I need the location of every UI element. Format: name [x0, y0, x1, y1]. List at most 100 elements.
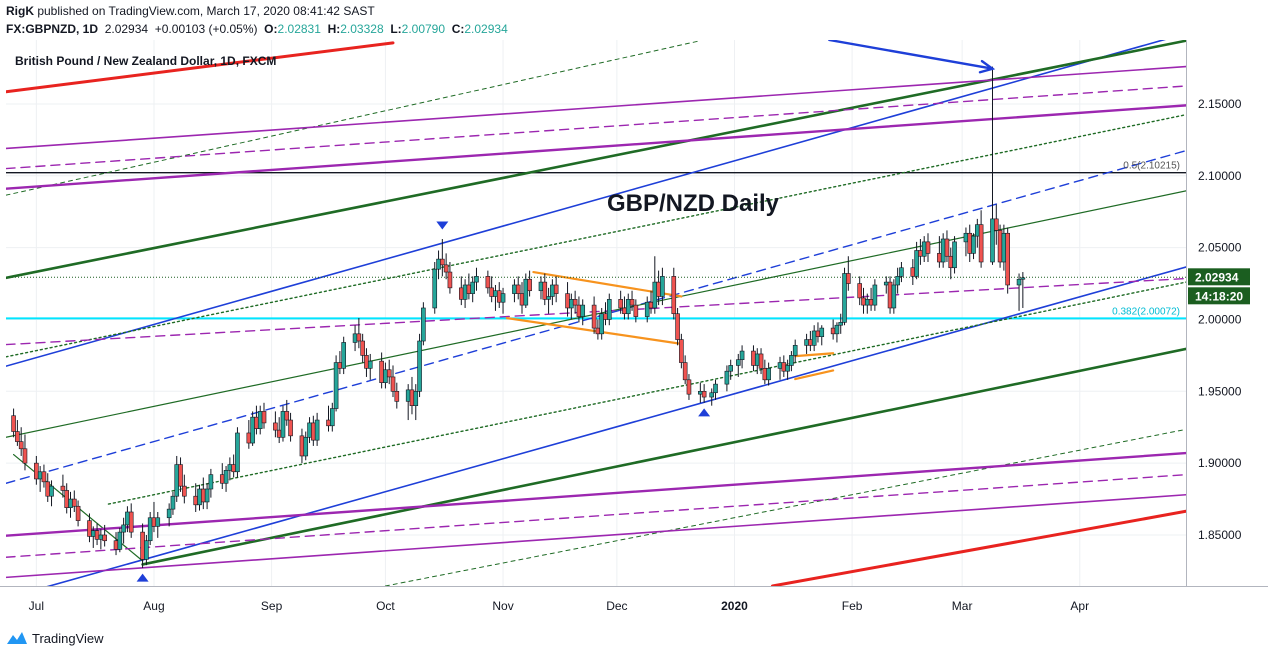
candle-up	[1001, 232, 1007, 263]
candle-down	[918, 250, 923, 257]
candle-up	[227, 464, 233, 471]
candle-down	[64, 490, 70, 508]
candle-up	[891, 284, 897, 309]
candle-down	[595, 327, 601, 335]
candle-down	[686, 379, 692, 395]
candle-up	[792, 345, 798, 356]
candle-down	[910, 267, 916, 277]
chart-title: British Pound / New Zealand Dollar, 1D, …	[15, 54, 276, 68]
purple-trend-line	[6, 85, 1186, 170]
close-value: 2.02934	[464, 22, 508, 36]
candle-down	[815, 330, 821, 338]
green-trend-line	[384, 428, 1186, 586]
candle-up	[914, 250, 919, 277]
candle-up	[432, 268, 438, 309]
candle-down	[102, 534, 107, 542]
candle-down	[758, 353, 764, 369]
candle-down	[830, 327, 836, 335]
candle-up	[660, 276, 665, 297]
green-trend-line	[107, 281, 1186, 505]
candle-down	[553, 284, 559, 294]
candle-up	[250, 416, 255, 444]
candle-up	[147, 517, 153, 542]
candle-up	[436, 258, 441, 270]
price-tick-label: 1.95000	[1198, 384, 1242, 398]
candle-up	[307, 422, 312, 438]
open-label: O:	[264, 22, 278, 36]
candle-up	[37, 471, 43, 480]
candle-up	[842, 273, 847, 323]
tradingview-brand[interactable]: TradingView	[32, 631, 104, 646]
candle-down	[937, 253, 942, 263]
candle-up	[523, 278, 529, 306]
candle-down	[925, 241, 931, 254]
candle-down	[565, 293, 570, 309]
candle-up	[170, 495, 176, 510]
candle-down	[967, 232, 973, 254]
candle-up	[121, 524, 126, 533]
candle-down	[572, 299, 578, 306]
price-change: +0.00103 (+0.05%)	[154, 22, 258, 36]
price-tick-label: 2.15000	[1198, 97, 1242, 111]
candle-up	[940, 238, 946, 263]
candle-down	[182, 485, 187, 497]
candle-up	[921, 241, 927, 257]
candle-up	[766, 368, 771, 381]
candle-up	[838, 322, 844, 326]
orange-trend-line	[794, 369, 835, 381]
candle-up	[975, 224, 980, 237]
candle-down	[993, 218, 999, 231]
candle-up	[811, 330, 817, 346]
blue-trend-line	[828, 40, 994, 70]
candle-down	[151, 517, 157, 527]
price-chart[interactable]: 0.5(2.10215) 0.382(2.00072) British Pound …	[0, 40, 1268, 622]
time-tick-label: Aug	[143, 599, 164, 613]
candle-down	[440, 258, 445, 266]
ohlc-line: FX:GBPNZD, 1D 2.02934 +0.00103 (+0.05%) …	[6, 22, 508, 36]
candle-up	[257, 411, 263, 429]
candle-up	[144, 540, 149, 560]
candle-down	[178, 464, 183, 487]
candle-up	[341, 342, 346, 369]
candle-up	[569, 299, 574, 309]
time-tick-label: Oct	[376, 599, 395, 613]
orange-trend-line	[794, 352, 835, 358]
candle-down	[629, 299, 635, 306]
candle-up	[606, 299, 612, 320]
candle-up	[883, 281, 889, 286]
candle-up	[789, 355, 794, 366]
candle-down	[751, 350, 756, 366]
purple-trend-line	[6, 65, 1186, 150]
candle-up	[990, 218, 995, 263]
candle-up	[728, 365, 733, 372]
candle-up	[834, 324, 840, 335]
candle-down	[781, 362, 787, 372]
candle-down	[887, 281, 893, 309]
candle-up	[899, 267, 904, 277]
up-triangle-marker-icon	[136, 573, 149, 582]
high-value: 2.03328	[340, 22, 384, 36]
candle-down	[542, 281, 548, 300]
chart-annotation: GBP/NZD Daily	[607, 190, 780, 217]
time-tick-label: Sep	[261, 599, 283, 613]
down-triangle-marker-icon	[436, 221, 449, 230]
candle-down	[22, 448, 28, 464]
candle-up	[280, 411, 286, 438]
candle-down	[273, 422, 278, 431]
tradingview-logo-icon[interactable]	[6, 630, 28, 646]
candle-up	[500, 293, 506, 303]
candle-down	[299, 435, 305, 457]
candle-up	[470, 281, 475, 294]
candle-down	[128, 511, 134, 533]
candle-up	[709, 392, 715, 398]
price-tick-label: 2.00000	[1198, 312, 1242, 326]
candle-down	[219, 474, 225, 484]
candle-down	[496, 290, 502, 303]
candle-up	[223, 470, 229, 484]
candle-down	[364, 355, 369, 369]
candle-up	[735, 359, 741, 366]
candle-down	[337, 362, 343, 369]
candle-up	[713, 383, 718, 394]
candle-up	[625, 299, 631, 315]
last-price-badge	[1188, 268, 1250, 286]
